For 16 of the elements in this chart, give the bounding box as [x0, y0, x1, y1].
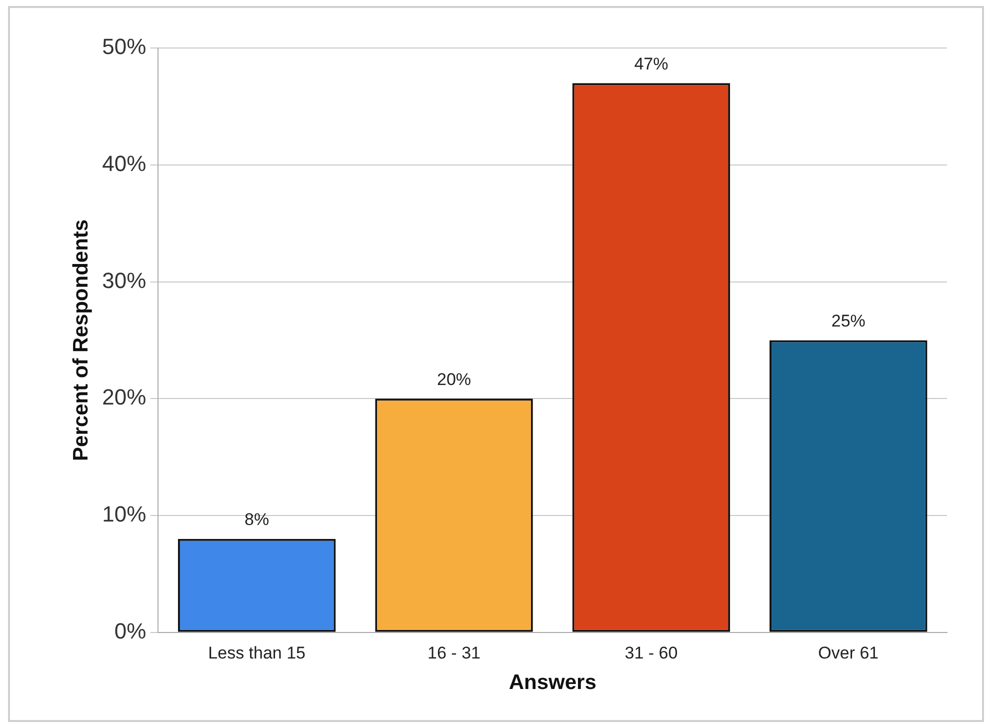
y-tick-label: 10% [102, 502, 146, 527]
x-tick-label: Less than 15 [208, 643, 306, 662]
y-tick-label: 50% [102, 34, 146, 60]
y-tick-label: 30% [102, 268, 146, 293]
x-tick-label: 31 - 60 [624, 643, 678, 662]
x-tick-label: 16 - 31 [428, 643, 480, 662]
y-tick-label: 0% [114, 618, 146, 644]
data-label: 8% [244, 510, 270, 530]
data-label: 25% [831, 311, 866, 330]
y-axis-title: Percent of Respondents [69, 219, 92, 461]
data-label: 47% [634, 54, 668, 74]
y-tick-label: 40% [102, 150, 146, 176]
x-tick-label: Over 61 [818, 643, 879, 662]
data-label: 20% [437, 370, 472, 389]
y-tick-label: 20% [102, 384, 146, 410]
x-axis-title: Answers [508, 671, 596, 694]
